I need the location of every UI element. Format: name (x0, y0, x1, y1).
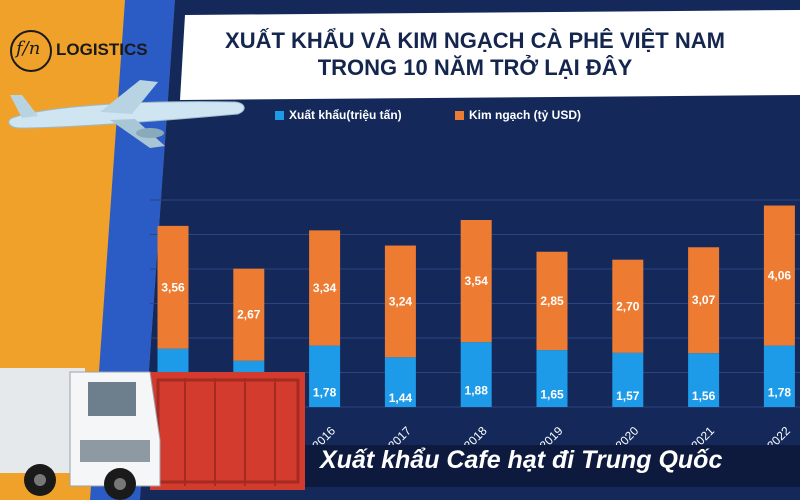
legend-label-value: Kim ngạch (tỷ USD) (469, 108, 582, 122)
bar-export (612, 352, 644, 407)
data-label: 2,85 (540, 294, 564, 308)
bar-value (612, 259, 644, 353)
bar-export (763, 345, 795, 407)
data-label: 3,07 (692, 293, 716, 307)
data-label: 3,34 (313, 281, 337, 295)
brand-wordmark: LOGISTICS (56, 40, 148, 59)
brand-monogram: f/n (16, 38, 41, 59)
data-label: 3,24 (389, 294, 413, 308)
bar-value (460, 220, 492, 343)
airplane-illustration (8, 80, 245, 148)
brand-circle-icon (10, 30, 52, 72)
truck-illustration (0, 368, 305, 500)
legend-swatch-value (455, 111, 464, 120)
data-label: 1,88 (465, 384, 489, 398)
bar-export (536, 350, 568, 407)
bar-export (460, 342, 492, 407)
data-label: 1,57 (616, 389, 640, 403)
title-banner (180, 10, 800, 100)
bar-export (688, 353, 720, 407)
brand-logo: f/n LOGISTICS (10, 30, 148, 74)
data-label: 4,06 (768, 269, 792, 283)
bar-export (384, 357, 416, 407)
bar-value (309, 230, 341, 346)
data-label: 1,78 (768, 385, 792, 399)
data-label: 1,78 (313, 385, 337, 399)
data-label: 1,56 (692, 389, 716, 403)
legend-item-export: Xuất khẩu(triệu tấn) (275, 108, 402, 122)
data-label: 3,54 (465, 274, 489, 288)
bar-value (688, 247, 720, 354)
data-label: 2,67 (237, 308, 261, 322)
bar-value (157, 225, 189, 349)
caption-text: Xuất khẩu Cafe hạt đi Trung Quốc (320, 446, 723, 474)
data-label: 1,44 (389, 391, 413, 405)
bar-value (384, 245, 416, 358)
chart-title: XUẤT KHẨU VÀ KIM NGẠCH CÀ PHÊ VIỆT NAM T… (225, 28, 725, 80)
data-label: 1,65 (540, 388, 564, 402)
legend-swatch-export (275, 111, 284, 120)
bar-export (309, 345, 341, 407)
data-label: 2,70 (616, 299, 640, 313)
bar-value (763, 205, 795, 346)
legend-item-value: Kim ngạch (tỷ USD) (455, 108, 581, 122)
data-label: 3,56 (161, 280, 185, 294)
caption-banner (305, 445, 800, 487)
legend-label-export: Xuất khẩu(triệu tấn) (289, 108, 402, 122)
bar-value (233, 268, 265, 361)
bar-value (536, 251, 568, 351)
